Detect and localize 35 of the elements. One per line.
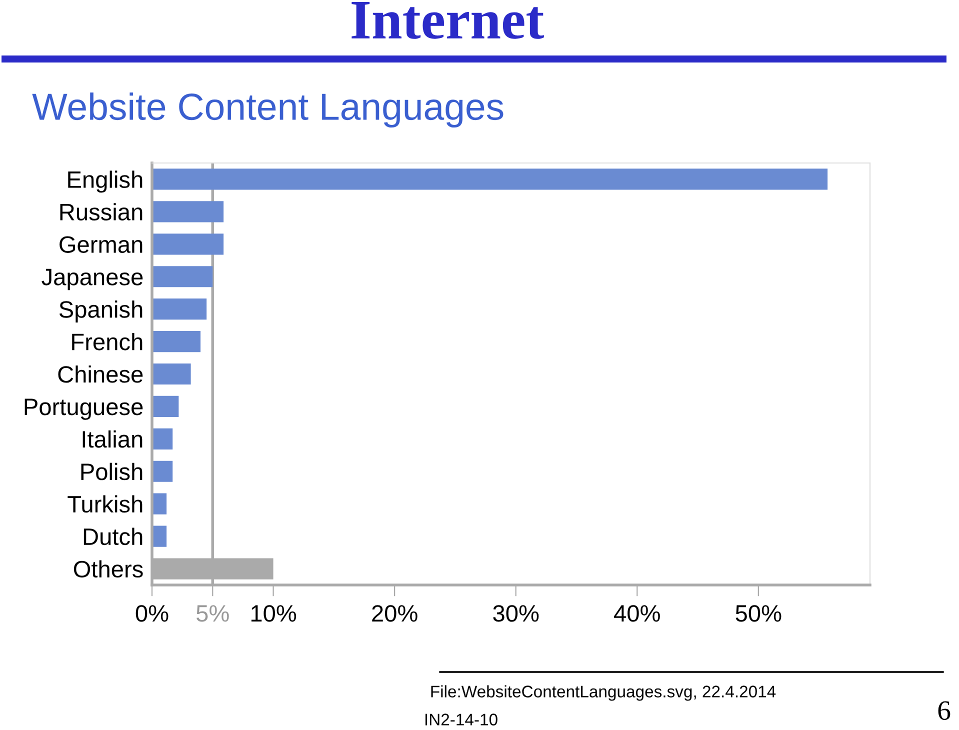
x-tick-label: 5% xyxy=(196,605,229,622)
x-tick-label: 50% xyxy=(736,605,782,622)
bar xyxy=(152,298,207,320)
y-tick-label: Chinese xyxy=(58,365,143,383)
y-tick-label: Dutch xyxy=(84,528,142,546)
x-tick-label: 0% xyxy=(136,605,168,622)
x-tick-label: 20% xyxy=(372,605,418,622)
y-tick-label: Polish xyxy=(81,462,142,480)
y-tick-label: Russian xyxy=(60,203,142,220)
text: File:WebsiteContentLanguages.svg, 22.4.2014 xyxy=(431,685,776,701)
y-tick-label: Others xyxy=(74,560,143,578)
bar xyxy=(152,330,201,352)
chart-subtitle: Website Content Languages xyxy=(32,92,504,128)
bar xyxy=(152,428,173,450)
y-tick-label: English xyxy=(68,170,142,193)
y-tick-label: Turkish xyxy=(68,495,142,513)
bar xyxy=(152,396,179,418)
x-tick-label: 30% xyxy=(493,605,539,622)
y-tick-label: Spanish xyxy=(59,300,142,323)
bar xyxy=(152,168,828,190)
x-tick-label: 10% xyxy=(251,605,296,622)
x-tick-label: 40% xyxy=(614,605,660,622)
y-tick-label: Italian xyxy=(82,430,142,448)
text: 6 xyxy=(938,701,950,720)
bar xyxy=(152,363,191,385)
y-tick-label: French xyxy=(72,332,142,350)
text: IN2-14-10 xyxy=(425,714,498,726)
bar xyxy=(152,460,173,482)
chart-title: Internet xyxy=(352,2,544,39)
y-tick-label: German xyxy=(60,236,142,253)
y-tick-label: Japanese xyxy=(42,268,143,290)
y-tick-label: Portuguese xyxy=(24,398,143,420)
bar xyxy=(152,201,224,222)
bar xyxy=(152,266,213,288)
bar xyxy=(152,234,224,255)
